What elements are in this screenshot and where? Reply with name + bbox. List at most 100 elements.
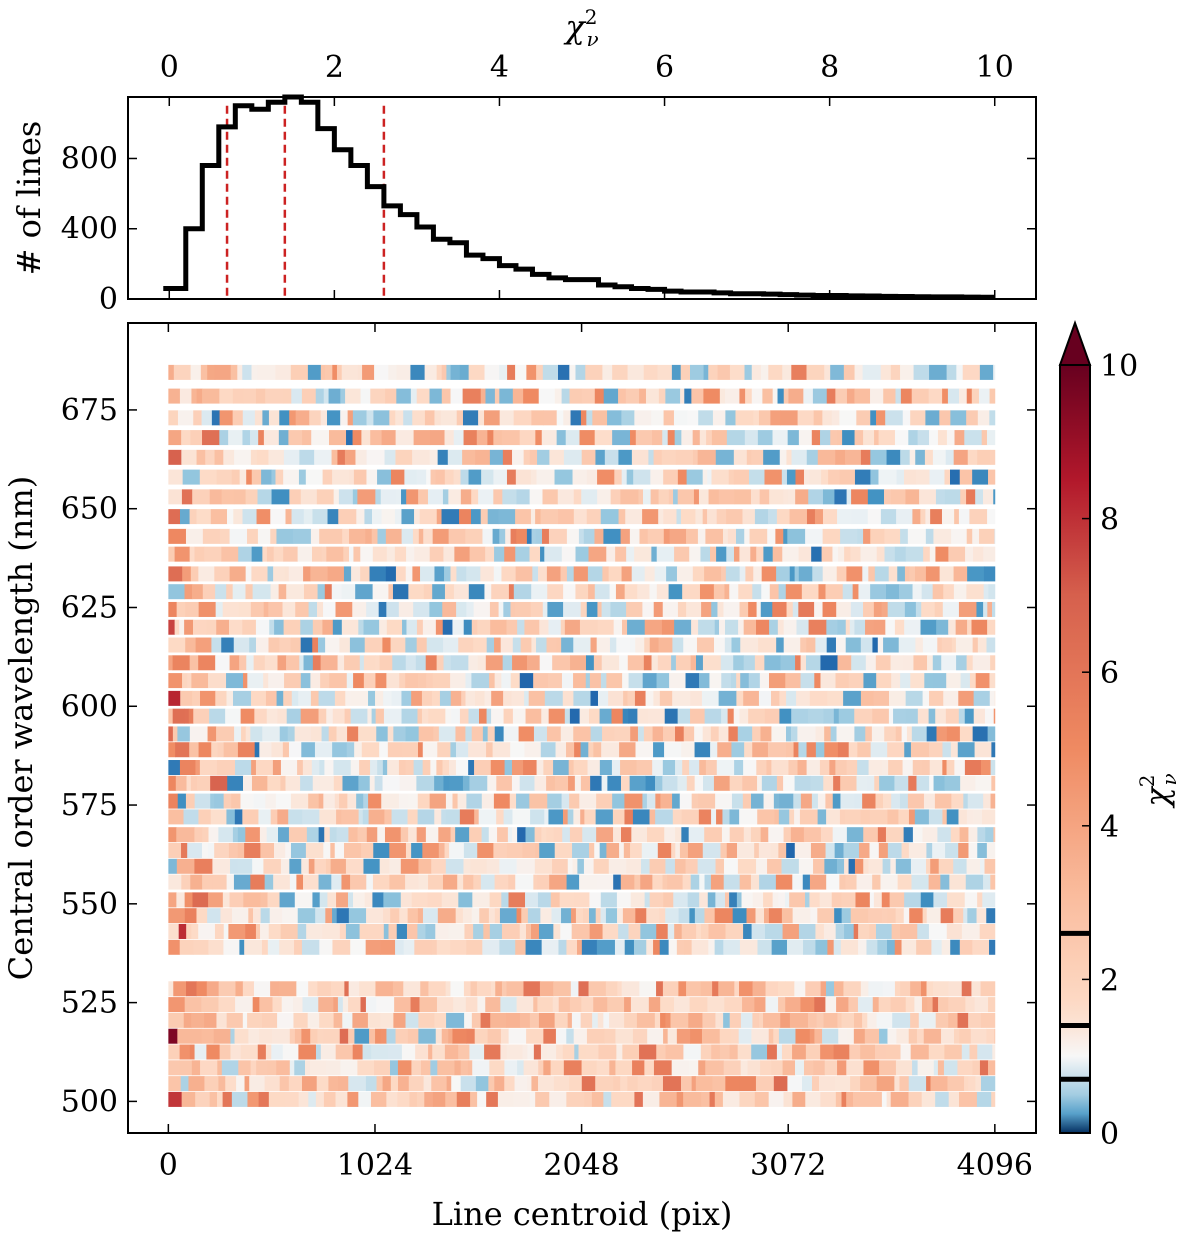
- heatmap-cell: [624, 939, 635, 955]
- heatmap-cell: [387, 726, 394, 742]
- heatmap-cell: [529, 793, 548, 809]
- heatmap-cell: [699, 892, 709, 908]
- heatmap-cell: [200, 364, 208, 380]
- heatmap-cell: [168, 449, 182, 465]
- heatmap-cell: [592, 1012, 599, 1028]
- histogram-y-tick-label: 400: [61, 212, 118, 247]
- heatmap-cell: [377, 469, 392, 485]
- heatmap-cell: [902, 655, 914, 671]
- heatmap-cell: [675, 827, 682, 843]
- heatmap-cell: [422, 842, 440, 858]
- heatmap-cell: [184, 619, 194, 635]
- heatmap-cell: [783, 619, 797, 635]
- heatmap-cell: [863, 430, 875, 446]
- heatmap-cell: [487, 509, 499, 525]
- heatmap-cell: [339, 637, 351, 653]
- heatmap-cell: [854, 364, 863, 380]
- heatmap-cell: [882, 981, 896, 997]
- heatmap-cell: [297, 546, 313, 562]
- heatmap-cell: [649, 892, 664, 908]
- heatmap-cell: [390, 1076, 399, 1092]
- heatmap-cell: [890, 364, 901, 380]
- heatmap-cell: [442, 874, 458, 890]
- heatmap-cell: [575, 908, 584, 924]
- heatmap-cell: [676, 566, 694, 582]
- heatmap-cell: [644, 892, 651, 908]
- heatmap-cell: [525, 923, 532, 939]
- heatmap-cell: [927, 997, 933, 1013]
- heatmap-cell: [789, 809, 795, 825]
- heatmap-cell: [318, 708, 327, 724]
- heatmap-cell: [342, 1012, 353, 1028]
- heatmap-cell: [941, 655, 957, 671]
- heatmap-cell: [980, 1012, 996, 1028]
- heatmap-cell: [958, 708, 966, 724]
- heatmap-cell: [207, 726, 217, 742]
- heatmap-cell: [267, 1060, 277, 1076]
- heatmap-cell: [385, 528, 402, 544]
- heatmap-cell: [370, 430, 382, 446]
- heatmap-cell: [588, 742, 594, 758]
- heatmap-cell: [863, 528, 871, 544]
- heatmap-cell: [806, 637, 816, 653]
- heatmap-cell: [966, 528, 973, 544]
- heatmap-cell: [720, 842, 728, 858]
- heatmap-cell: [765, 997, 779, 1013]
- heatmap-cell: [636, 1012, 656, 1028]
- heatmap-cell: [801, 584, 819, 600]
- heatmap-cell: [487, 775, 497, 791]
- heatmap-cell: [876, 410, 886, 426]
- heatmap-cell: [635, 908, 647, 924]
- heatmap-cell: [911, 388, 930, 404]
- heatmap-cell: [511, 760, 524, 776]
- heatmap-cell: [655, 809, 674, 825]
- heatmap-cell: [523, 388, 540, 404]
- heatmap-cell: [278, 430, 289, 446]
- colorbar-label: χ2ν: [1135, 773, 1181, 808]
- heatmap-cell: [675, 760, 683, 776]
- heatmap-cell: [223, 939, 240, 955]
- heatmap-cell: [786, 449, 792, 465]
- heatmap-cell: [186, 775, 192, 791]
- heatmap-cell: [806, 364, 825, 380]
- heatmap-cell: [723, 874, 741, 890]
- heatmap-cell: [911, 726, 928, 742]
- heatmap-cell: [187, 842, 203, 858]
- heatmap-cell: [936, 619, 949, 635]
- heatmap-cell: [486, 708, 492, 724]
- heatmap-cell: [664, 708, 679, 724]
- heatmap-cell: [972, 939, 990, 955]
- heatmap-cell: [506, 1044, 523, 1060]
- heatmap-cell: [685, 858, 699, 874]
- heatmap-cell: [442, 601, 457, 617]
- heatmap-cell: [781, 858, 800, 874]
- heatmap-cell: [493, 566, 502, 582]
- heatmap-cell: [758, 1012, 764, 1028]
- heatmap-cell: [792, 601, 799, 617]
- heatmap-cell: [190, 364, 202, 380]
- heatmap-cell: [386, 1028, 396, 1044]
- heatmap-cell: [900, 673, 911, 689]
- heatmap-cell: [958, 858, 967, 874]
- heatmap-cell: [320, 673, 330, 689]
- heatmap-cell: [582, 827, 592, 843]
- heatmap-cell: [309, 410, 322, 426]
- heatmap-cell: [794, 809, 801, 825]
- heatmap-cell: [258, 809, 272, 825]
- heatmap-cell: [508, 584, 515, 600]
- heatmap-cell: [726, 546, 735, 562]
- colorbar-extend-arrow: [1058, 320, 1092, 366]
- heatmap-cell: [769, 619, 779, 635]
- heatmap-cell: [552, 655, 571, 671]
- heatmap-cell: [955, 619, 968, 635]
- heatmap-cell: [310, 566, 329, 582]
- heatmap-cell: [660, 1012, 666, 1028]
- heatmap-cell: [764, 708, 780, 724]
- heatmap-cell: [410, 364, 426, 380]
- heatmap-cell: [634, 874, 641, 890]
- heatmap-cell: [994, 619, 996, 635]
- heatmap-cell: [168, 1076, 182, 1092]
- heatmap-cell: [870, 584, 887, 600]
- heatmap-cell: [922, 827, 938, 843]
- heatmap-cell: [515, 874, 534, 890]
